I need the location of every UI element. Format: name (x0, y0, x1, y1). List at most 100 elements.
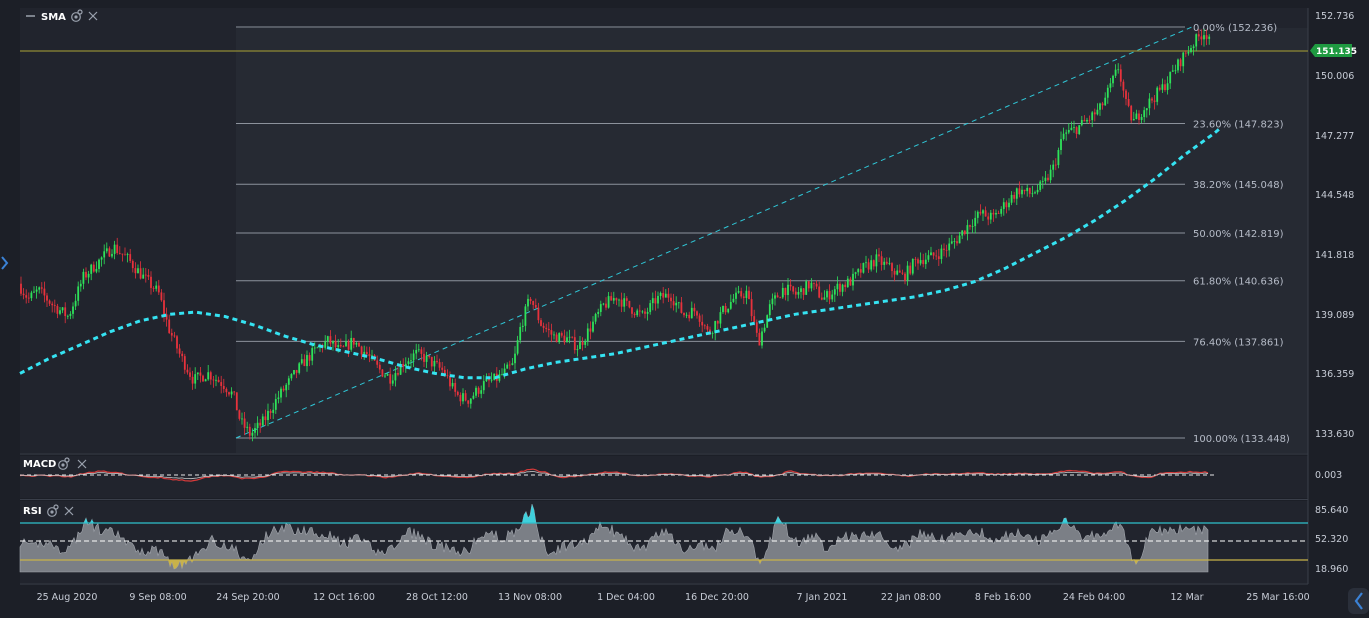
candle (1109, 77, 1112, 93)
candle (1101, 101, 1104, 110)
rsi-legend: RSI (23, 504, 74, 517)
candle (537, 302, 540, 324)
candle (25, 289, 28, 304)
candle (1143, 106, 1146, 123)
sma-line[interactable] (19, 127, 1221, 380)
candle (542, 322, 545, 333)
candle (131, 259, 134, 273)
y-tick-label: 152.736 (1315, 11, 1354, 22)
candle (212, 376, 215, 388)
candle (724, 303, 727, 315)
candle (1208, 34, 1211, 45)
candle (189, 367, 191, 381)
candle (1125, 88, 1127, 106)
candle (454, 378, 457, 397)
candle (381, 368, 384, 378)
candle (407, 357, 410, 367)
candle (750, 291, 753, 322)
candle (420, 346, 423, 361)
gear-icon[interactable] (58, 457, 70, 470)
candle (220, 375, 223, 394)
candle (885, 257, 888, 266)
current-price-tag: 151.135 (1310, 44, 1357, 57)
candle (355, 341, 358, 348)
candle (384, 372, 386, 379)
candle (1190, 44, 1192, 54)
candle (774, 292, 776, 306)
candle (1161, 78, 1164, 93)
candle (1010, 191, 1013, 206)
candle (469, 397, 472, 409)
x-tick-label: 24 Sep 20:00 (216, 592, 279, 603)
candle (685, 312, 688, 319)
candle (1119, 64, 1122, 87)
candle (316, 346, 319, 349)
x-tick-label: 16 Dec 20:00 (685, 592, 749, 603)
gear-icon[interactable] (71, 9, 83, 22)
candle (92, 261, 95, 273)
candle (482, 375, 485, 394)
candle (597, 308, 600, 318)
candle (742, 293, 745, 305)
candle (446, 369, 449, 379)
y-tick-label: 147.277 (1315, 131, 1354, 142)
candle (246, 421, 249, 433)
candle (974, 210, 977, 234)
candle (826, 289, 828, 303)
candle (436, 354, 438, 364)
candle (592, 316, 594, 333)
close-icon[interactable] (77, 459, 87, 469)
gear-icon[interactable] (47, 504, 59, 517)
candle (1117, 63, 1120, 74)
candle (59, 307, 61, 316)
candle (462, 388, 464, 405)
candle (332, 340, 334, 351)
candle (160, 289, 163, 302)
scroll-left-button[interactable] (1348, 588, 1369, 614)
candle (1075, 126, 1078, 139)
candle (1158, 84, 1161, 92)
candle (641, 310, 644, 314)
close-icon[interactable] (88, 11, 98, 21)
candle (157, 279, 160, 295)
macd-legend: MACD (23, 457, 87, 470)
candle (568, 329, 571, 344)
candle (293, 370, 295, 376)
candle (251, 428, 254, 442)
candle (870, 255, 873, 272)
candle (1205, 29, 1208, 46)
candle (69, 311, 72, 320)
candle (1151, 97, 1153, 104)
candle (584, 338, 587, 348)
candle (1083, 115, 1086, 122)
candle (165, 307, 168, 327)
candle (667, 287, 670, 303)
candle (516, 335, 519, 356)
candle (308, 352, 311, 367)
x-tick-label: 24 Feb 04:00 (1063, 592, 1125, 603)
candle (932, 252, 935, 260)
candle (771, 293, 774, 310)
candle (995, 209, 997, 219)
candle (508, 360, 511, 370)
candle (306, 350, 308, 372)
chevron-right-icon[interactable] (1, 256, 9, 270)
candle (862, 262, 865, 274)
candle (1015, 187, 1018, 206)
candle (176, 335, 178, 354)
candle (563, 329, 566, 345)
chevron-left-icon[interactable] (1354, 592, 1363, 610)
candle (922, 253, 925, 268)
candle (722, 305, 724, 314)
candle (1080, 115, 1083, 127)
x-tick-label: 13 Nov 08:00 (498, 592, 562, 603)
candle (1200, 29, 1203, 46)
candle (1057, 147, 1060, 169)
close-icon[interactable] (64, 506, 74, 516)
candle (815, 280, 818, 290)
candle (766, 314, 769, 328)
candle (441, 361, 444, 374)
macd-panel-bg (20, 456, 1308, 498)
fib-level-label: 61.80% (140.636) (1193, 277, 1284, 288)
